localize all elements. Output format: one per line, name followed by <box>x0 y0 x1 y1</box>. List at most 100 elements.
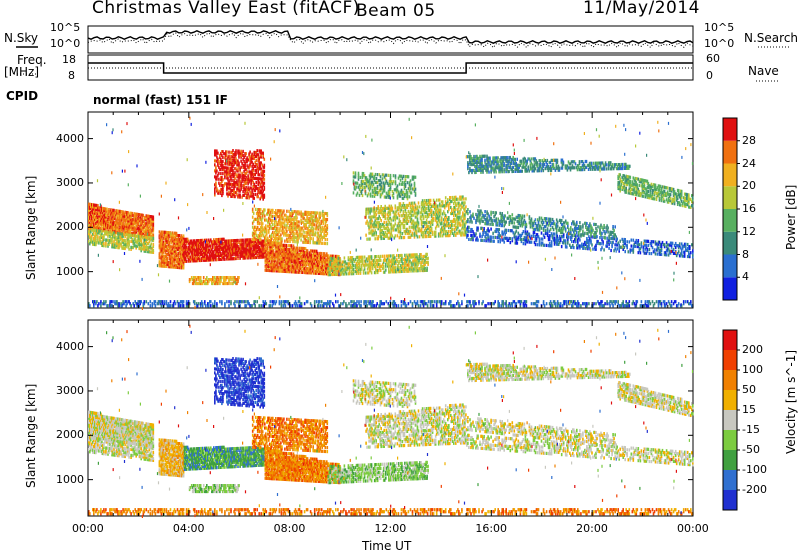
scatter-cell <box>417 205 419 208</box>
scatter-cell <box>404 224 406 227</box>
scatter-cell <box>228 151 230 154</box>
scatter-cell <box>395 234 397 237</box>
scatter-cell <box>247 174 249 177</box>
scatter-cell <box>234 195 236 198</box>
scatter-cell <box>427 257 429 260</box>
scatter-cell <box>222 178 224 181</box>
nsky-trace <box>88 31 693 43</box>
noise-panel-frame <box>88 26 693 53</box>
scatter-cell <box>128 248 130 251</box>
scatter-cell <box>229 155 231 158</box>
scatter-cell <box>216 258 218 261</box>
scatter-cell <box>404 236 406 239</box>
scatter-cell <box>183 234 185 237</box>
scatter-cell <box>296 230 298 233</box>
scatter-cell <box>365 271 367 274</box>
scatter-cell <box>327 224 329 227</box>
scatter-cell <box>417 217 419 220</box>
scatter-cell <box>327 232 329 235</box>
scatter-cell <box>297 247 299 250</box>
scatter-cell <box>256 149 258 152</box>
scatter-cell <box>303 231 305 234</box>
scatter-cell <box>314 231 316 234</box>
scatter-cell <box>264 170 266 173</box>
scatter-cell <box>420 253 422 256</box>
noise-traces <box>88 31 693 48</box>
scatter-cell <box>226 150 228 153</box>
scatter-cell <box>369 237 371 240</box>
scatter-cell <box>371 255 373 258</box>
scatter-cell <box>293 232 295 235</box>
scatter-cell <box>403 210 405 213</box>
scatter-cell <box>362 256 364 259</box>
scatter-cell <box>280 233 282 236</box>
scatter-cell <box>375 231 377 234</box>
scatter-cell <box>353 268 355 271</box>
scatter-cell <box>382 255 384 258</box>
scatter-cell <box>132 234 134 237</box>
scatter-cell <box>140 239 142 242</box>
scatter-cell <box>272 219 274 222</box>
scatter-cell <box>232 169 234 172</box>
scatter-cell <box>227 176 229 179</box>
scatter-cell <box>380 259 382 262</box>
scatter-cell <box>412 202 414 205</box>
scatter-cell <box>153 237 155 240</box>
scatter-cell <box>242 239 244 242</box>
scatter-cell <box>312 215 314 218</box>
scatter-cell <box>99 230 101 233</box>
scatter-cell <box>262 222 264 225</box>
scatter-cell <box>222 172 224 175</box>
scatter-cell <box>281 237 283 240</box>
scatter-cell <box>392 234 394 237</box>
scatter-cell <box>396 254 398 257</box>
scatter-cell <box>272 215 274 218</box>
scatter-cell <box>238 162 240 165</box>
scatter-cell <box>321 242 323 245</box>
scatter-cell <box>316 211 318 214</box>
freq-traces <box>88 63 693 73</box>
scatter-cell <box>374 237 376 240</box>
scatter-cell <box>255 159 257 162</box>
scatter-cell <box>367 222 369 225</box>
scatter-cell <box>255 181 257 184</box>
scatter-cell <box>385 269 387 272</box>
scatter-cell <box>272 223 274 226</box>
scatter-cell <box>264 164 266 167</box>
scatter-cell <box>215 181 217 184</box>
scatter-cell <box>364 256 366 259</box>
scatter-cell <box>402 232 404 235</box>
scatter-cell <box>186 260 188 263</box>
scatter-cell <box>377 205 379 208</box>
scatter-cell <box>406 212 408 215</box>
scatter-cell <box>222 156 224 159</box>
scatter-cell <box>327 218 329 221</box>
scatter-cell <box>252 208 254 211</box>
scatter-cell <box>264 174 266 177</box>
scatter-cell <box>332 273 334 276</box>
scatter-cell <box>296 216 298 219</box>
scatter-cell <box>375 213 377 216</box>
scatter-cell <box>273 249 275 252</box>
scatter-cell <box>277 227 279 230</box>
scatter-cell <box>300 238 302 241</box>
scatter-cell <box>153 249 155 252</box>
scatter-cell <box>264 158 266 161</box>
scatter-cell <box>236 179 238 182</box>
scatter-cell <box>284 240 286 243</box>
scatter-cell <box>346 272 348 275</box>
scatter-cell <box>242 150 244 153</box>
scatter-cell <box>366 238 368 241</box>
scatter-cell <box>267 237 269 240</box>
scatter-cell <box>409 226 411 229</box>
scatter-cell <box>246 170 248 173</box>
scatter-cell <box>340 259 342 262</box>
scatter-cell <box>383 265 385 268</box>
scatter-cell <box>401 236 403 239</box>
scatter-cell <box>254 193 256 196</box>
scatter-cell <box>216 170 218 173</box>
scatter-cell <box>260 238 262 241</box>
scatter-cell <box>222 160 224 163</box>
scatter-cell <box>380 269 382 272</box>
scatter-cell <box>338 257 340 260</box>
